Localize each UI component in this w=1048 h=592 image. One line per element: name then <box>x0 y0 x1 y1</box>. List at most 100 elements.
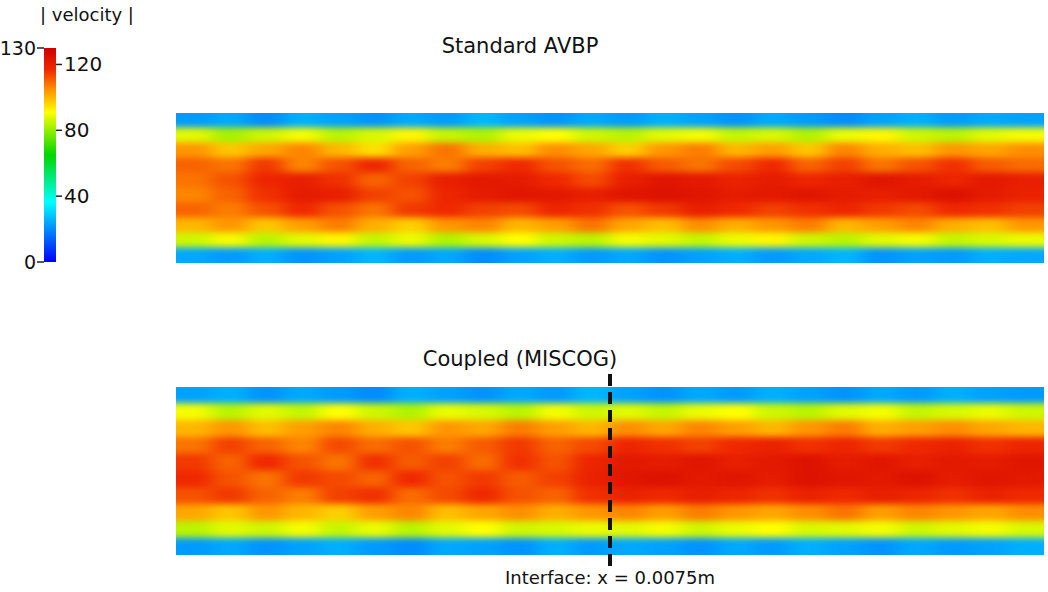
field-cell <box>573 143 610 159</box>
field-cell <box>610 487 647 505</box>
field-cell <box>465 504 502 522</box>
field-cell <box>393 143 430 159</box>
field-cell <box>718 218 755 234</box>
field-cell <box>284 113 321 129</box>
field-cell <box>573 437 610 455</box>
field-cell <box>465 521 502 539</box>
field-cell <box>573 158 610 174</box>
colorbar-tick <box>37 261 44 263</box>
field-cell <box>356 454 393 472</box>
field-cell <box>899 403 936 421</box>
field-cell <box>284 143 321 159</box>
field-cell <box>356 437 393 455</box>
field-cell <box>718 521 755 539</box>
field-cell <box>899 471 936 489</box>
field-cell <box>356 521 393 539</box>
field-cell <box>429 113 466 129</box>
field-cell <box>754 188 791 204</box>
field-cell <box>971 521 1008 539</box>
field-cell <box>284 403 321 421</box>
field-cell <box>827 403 864 421</box>
field-cell <box>320 143 357 159</box>
field-cell <box>899 203 936 219</box>
plot-area <box>176 113 1044 263</box>
field-cell <box>212 248 249 264</box>
field-cell <box>899 437 936 455</box>
field-cell <box>935 487 972 505</box>
field-cell <box>356 487 393 505</box>
field-cell <box>790 203 827 219</box>
field-cell <box>465 437 502 455</box>
field-cell <box>429 248 466 264</box>
field-cell <box>863 471 900 489</box>
field-cell <box>827 233 864 249</box>
field-cell <box>212 387 249 404</box>
field-cell <box>899 173 936 189</box>
field-cell <box>754 420 791 438</box>
field-cell <box>284 504 321 522</box>
field-cell <box>1007 188 1044 204</box>
field-cell <box>573 504 610 522</box>
field-cell <box>501 403 538 421</box>
field-cell <box>682 454 719 472</box>
field-cell <box>248 538 285 555</box>
field-cell <box>573 454 610 472</box>
field-cell <box>248 143 285 159</box>
field-cell <box>429 158 466 174</box>
field-cell <box>537 173 574 189</box>
field-cell <box>248 454 285 472</box>
field-cell <box>356 128 393 144</box>
field-cell <box>682 158 719 174</box>
field-cell <box>465 233 502 249</box>
field-cell <box>646 420 683 438</box>
field-cell <box>718 203 755 219</box>
field-cell <box>393 248 430 264</box>
colorbar-tick-label: 130 <box>0 37 36 59</box>
field-cell <box>537 113 574 129</box>
field-cell <box>212 471 249 489</box>
field-cell <box>248 218 285 234</box>
field-cell <box>863 521 900 539</box>
field-cell <box>465 188 502 204</box>
field-cell <box>537 248 574 264</box>
field-cell <box>1007 158 1044 174</box>
field-cell <box>176 248 213 264</box>
field-cell <box>537 471 574 489</box>
field-cell <box>935 387 972 404</box>
field-cell <box>573 403 610 421</box>
field-cell <box>827 248 864 264</box>
field-cell <box>465 113 502 129</box>
field-cell <box>899 158 936 174</box>
field-cell <box>429 218 466 234</box>
field-cell <box>356 248 393 264</box>
field-cell <box>537 487 574 505</box>
field-cell <box>429 233 466 249</box>
field-cell <box>284 188 321 204</box>
field-cell <box>393 454 430 472</box>
field-cell <box>320 128 357 144</box>
field-cell <box>827 173 864 189</box>
field-cell <box>827 188 864 204</box>
field-cell <box>971 248 1008 264</box>
field-cell <box>501 454 538 472</box>
field-cell <box>863 188 900 204</box>
field-cell <box>790 158 827 174</box>
field-cell <box>284 454 321 472</box>
field-cell <box>899 504 936 522</box>
field-cell <box>754 248 791 264</box>
field-cell <box>501 113 538 129</box>
field-cell <box>935 203 972 219</box>
field-cell <box>863 233 900 249</box>
field-cell <box>646 113 683 129</box>
field-cell <box>790 173 827 189</box>
field-cell <box>899 487 936 505</box>
field-cell <box>1007 113 1044 129</box>
field-cell <box>610 143 647 159</box>
field-cell <box>212 403 249 421</box>
field-cell <box>682 248 719 264</box>
field-cell <box>573 471 610 489</box>
field-cell <box>827 128 864 144</box>
field-cell <box>176 113 213 129</box>
field-cell <box>1007 471 1044 489</box>
field-cell <box>610 471 647 489</box>
